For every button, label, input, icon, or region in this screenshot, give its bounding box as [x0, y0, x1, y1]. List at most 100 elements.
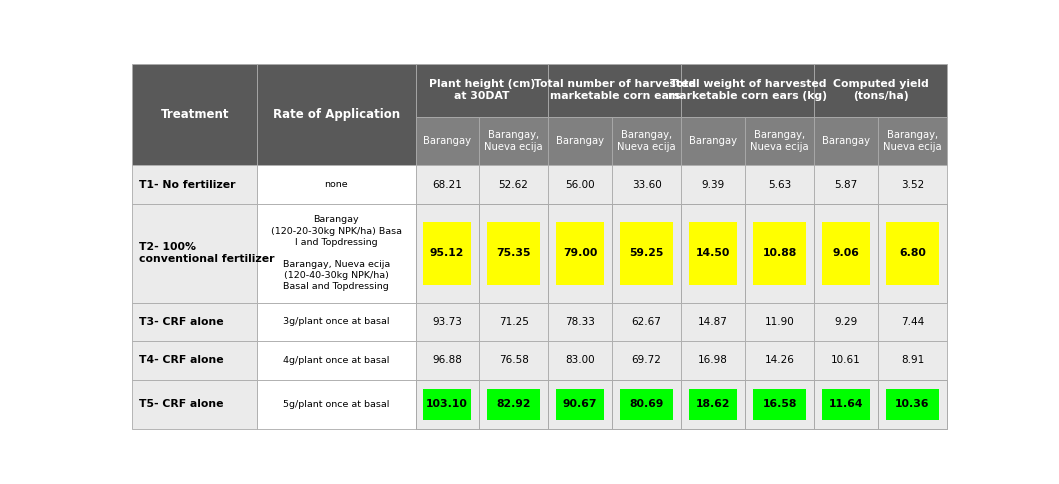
Text: 9.39: 9.39 — [701, 180, 724, 190]
Bar — [549, 302, 612, 341]
Text: 68.21: 68.21 — [432, 180, 462, 190]
Bar — [681, 302, 744, 341]
Text: 62.67: 62.67 — [631, 317, 662, 327]
Bar — [612, 204, 681, 302]
Text: 14.87: 14.87 — [698, 317, 728, 327]
Bar — [132, 165, 257, 204]
Bar — [479, 341, 549, 380]
Text: 16.58: 16.58 — [762, 399, 796, 409]
Bar — [415, 302, 479, 341]
Bar — [878, 302, 948, 341]
Bar — [549, 64, 681, 117]
Text: 11.64: 11.64 — [829, 399, 863, 409]
Bar — [549, 204, 612, 302]
Text: Barangay,
Nueva ecija: Barangay, Nueva ecija — [883, 130, 941, 152]
Bar — [744, 165, 814, 204]
Bar — [257, 64, 415, 165]
Bar — [612, 380, 681, 429]
Text: T4- CRF alone: T4- CRF alone — [139, 355, 223, 365]
Text: Total number of harvested
marketable corn ears: Total number of harvested marketable cor… — [534, 79, 696, 102]
Bar — [681, 165, 744, 204]
Text: 95.12: 95.12 — [430, 248, 464, 258]
Bar — [424, 222, 471, 285]
Text: Barangay
(120-20-30kg NPK/ha) Basa
l and Topdressing

Barangay, Nueva ecija
(120: Barangay (120-20-30kg NPK/ha) Basa l and… — [271, 215, 401, 291]
Text: 10.36: 10.36 — [895, 399, 930, 409]
Bar — [415, 341, 479, 380]
Bar — [814, 204, 878, 302]
Text: Plant height (cm)
at 30DAT: Plant height (cm) at 30DAT — [429, 79, 535, 102]
Bar — [822, 389, 870, 420]
Bar — [681, 204, 744, 302]
Text: 71.25: 71.25 — [499, 317, 528, 327]
Bar — [878, 380, 948, 429]
Text: Barangay: Barangay — [689, 136, 737, 146]
Text: 78.33: 78.33 — [566, 317, 595, 327]
Bar — [549, 380, 612, 429]
Bar — [424, 389, 471, 420]
Text: 79.00: 79.00 — [563, 248, 597, 258]
Text: Treatment: Treatment — [161, 108, 229, 121]
Text: 33.60: 33.60 — [631, 180, 662, 190]
Bar — [132, 341, 257, 380]
Bar — [132, 204, 257, 302]
Bar — [612, 302, 681, 341]
Bar — [744, 380, 814, 429]
Bar — [479, 117, 549, 165]
Bar — [257, 380, 415, 429]
Text: 14.50: 14.50 — [696, 248, 731, 258]
Bar — [814, 165, 878, 204]
Bar — [415, 204, 479, 302]
Text: 5.63: 5.63 — [768, 180, 791, 190]
Bar — [549, 117, 612, 165]
Bar — [621, 222, 674, 285]
Bar — [814, 302, 878, 341]
Text: T1- No fertilizer: T1- No fertilizer — [139, 180, 235, 190]
Bar — [415, 64, 549, 117]
Text: 6.80: 6.80 — [899, 248, 926, 258]
Bar — [878, 204, 948, 302]
Text: none: none — [324, 180, 348, 189]
Text: Total weight of harvested
marketable corn ears (kg): Total weight of harvested marketable cor… — [668, 79, 827, 102]
Text: 4g/plant once at basal: 4g/plant once at basal — [283, 356, 390, 365]
Bar — [257, 165, 415, 204]
Text: 96.88: 96.88 — [432, 355, 462, 365]
Bar — [878, 204, 948, 302]
Text: 11.90: 11.90 — [765, 317, 794, 327]
Bar — [415, 380, 479, 429]
Bar — [612, 380, 681, 429]
Bar — [753, 389, 806, 420]
Text: 9.29: 9.29 — [834, 317, 858, 327]
Text: 103.10: 103.10 — [426, 399, 468, 409]
Text: 75.35: 75.35 — [497, 248, 531, 258]
Bar — [132, 64, 257, 165]
Bar — [257, 204, 415, 302]
Text: Barangay,
Nueva ecija: Barangay, Nueva ecija — [750, 130, 809, 152]
Text: T2- 100%
conventional fertilizer: T2- 100% conventional fertilizer — [139, 242, 274, 264]
Bar — [415, 204, 479, 302]
Bar — [549, 380, 612, 429]
Bar — [886, 222, 939, 285]
Text: Computed yield
(tons/ha): Computed yield (tons/ha) — [833, 79, 929, 102]
Bar — [479, 165, 549, 204]
Text: Rate of Application: Rate of Application — [273, 108, 400, 121]
Bar — [612, 117, 681, 165]
Bar — [612, 204, 681, 302]
Bar — [878, 165, 948, 204]
Bar — [479, 302, 549, 341]
Bar — [681, 380, 744, 429]
Text: 16.98: 16.98 — [698, 355, 728, 365]
Text: 80.69: 80.69 — [629, 399, 664, 409]
Bar — [814, 341, 878, 380]
Bar — [132, 380, 257, 429]
Text: 69.72: 69.72 — [631, 355, 662, 365]
Text: 90.67: 90.67 — [562, 399, 597, 409]
Bar — [878, 117, 948, 165]
Text: Barangay: Barangay — [424, 136, 471, 146]
Bar — [814, 64, 948, 117]
Text: 59.25: 59.25 — [629, 248, 664, 258]
Bar — [822, 222, 870, 285]
Text: 14.26: 14.26 — [765, 355, 794, 365]
Text: Barangay,
Nueva ecija: Barangay, Nueva ecija — [617, 130, 676, 152]
Text: Barangay: Barangay — [822, 136, 870, 146]
Bar — [556, 389, 604, 420]
